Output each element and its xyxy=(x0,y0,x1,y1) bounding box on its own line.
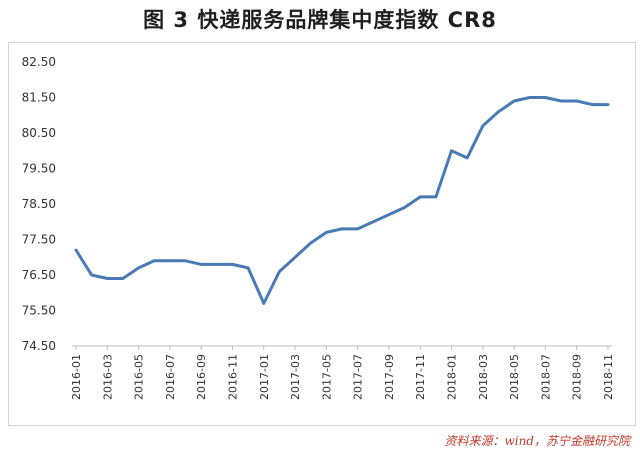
x-tick-label: 2018-05 xyxy=(508,354,521,400)
x-tick-label: 2018-09 xyxy=(571,354,584,400)
x-tick-label: 2017-05 xyxy=(320,354,333,400)
y-tick-label: 80.50 xyxy=(22,126,56,140)
x-tick-label: 2016-11 xyxy=(226,354,239,400)
x-tick-label: 2017-03 xyxy=(289,354,302,400)
x-tick-label: 2017-11 xyxy=(414,354,427,400)
series-line xyxy=(74,96,610,305)
x-tick-label: 2018-03 xyxy=(477,354,490,400)
y-tick-label: 82.50 xyxy=(22,55,56,69)
source-note: 资料来源：wind，苏宁金融研究院 xyxy=(444,434,630,448)
x-tick-label: 2017-09 xyxy=(383,354,396,400)
y-tick-label: 75.50 xyxy=(22,304,56,318)
x-tick-label: 2017-01 xyxy=(258,354,271,400)
y-tick-label: 76.50 xyxy=(22,268,56,282)
x-tick-label: 2018-11 xyxy=(602,354,615,400)
x-tick-label: 2016-01 xyxy=(70,354,83,400)
x-tick-label: 2018-07 xyxy=(539,354,552,400)
chart-frame xyxy=(8,42,636,426)
x-tick-label: 2016-03 xyxy=(101,354,114,400)
chart-title: 图 3 快递服务品牌集中度指数 CR8 xyxy=(143,8,497,32)
y-tick-label: 74.50 xyxy=(22,339,56,353)
x-tick-label: 2016-07 xyxy=(164,354,177,400)
x-tick-label: 2018-01 xyxy=(446,354,459,400)
x-tick-label: 2017-07 xyxy=(352,354,365,400)
y-tick-label: 77.50 xyxy=(22,233,56,247)
y-tick-label: 81.50 xyxy=(22,91,56,105)
y-tick-label: 78.50 xyxy=(22,197,56,211)
x-tick-label: 2016-09 xyxy=(195,354,208,400)
y-tick-label: 79.50 xyxy=(22,162,56,176)
x-tick-label: 2016-05 xyxy=(133,354,146,400)
